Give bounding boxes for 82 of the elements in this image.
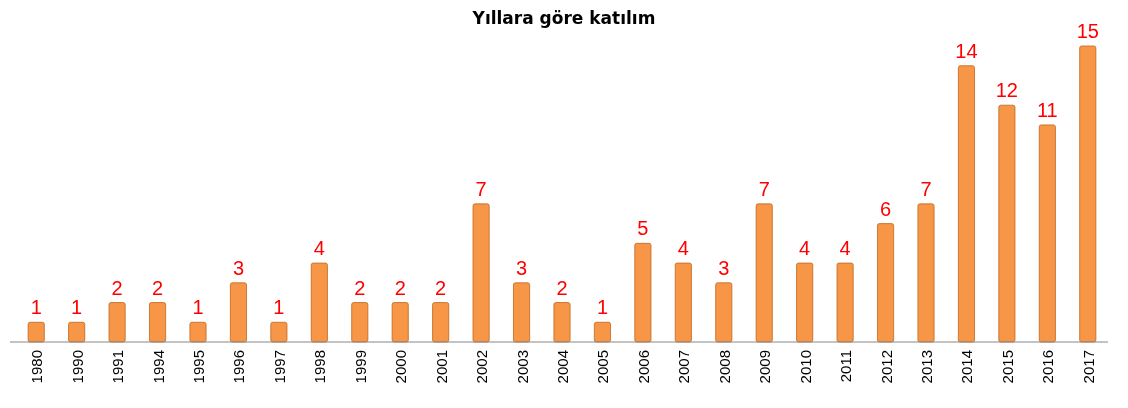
bar [432, 302, 450, 343]
bar [472, 203, 490, 343]
x-tick-label: 2006 [634, 350, 652, 384]
x-tick-label: 2002 [473, 350, 491, 384]
x-tick-label: 2007 [675, 350, 693, 384]
data-label: 7 [758, 177, 770, 200]
x-tick-label: 1994 [149, 350, 167, 384]
data-label: 3 [515, 256, 528, 279]
data-label: 2 [556, 276, 568, 299]
bar [796, 262, 814, 343]
data-label: 2 [111, 276, 123, 299]
bar [1038, 124, 1056, 343]
x-tick-label: 2010 [796, 350, 814, 384]
bar [715, 282, 733, 343]
bar [917, 203, 935, 343]
bar [998, 104, 1016, 343]
bar [108, 302, 126, 343]
bar [593, 321, 611, 343]
data-label: 6 [879, 197, 892, 220]
data-label: 12 [995, 79, 1019, 102]
x-tick-label: 1996 [230, 350, 248, 384]
bar [270, 321, 288, 343]
bar [351, 302, 369, 343]
x-tick-label: 1990 [68, 350, 86, 384]
bar [27, 321, 45, 343]
data-label: 1 [71, 296, 83, 319]
data-label: 1 [273, 296, 285, 319]
data-label: 15 [1076, 20, 1099, 42]
bar [229, 282, 247, 343]
x-tick-label: 1995 [190, 350, 207, 384]
x-tick-label: 2013 [918, 350, 935, 384]
x-tick-label: 1991 [109, 350, 127, 384]
data-label: 4 [839, 237, 851, 260]
chart-title: Yıllara göre katılım [471, 8, 656, 28]
data-label: 14 [955, 39, 978, 62]
data-label: 1 [192, 296, 204, 319]
data-label: 2 [435, 276, 447, 299]
x-tick-label: 2001 [432, 350, 450, 384]
bar [68, 321, 86, 343]
x-tick-label: 2015 [998, 350, 1016, 384]
bar [674, 262, 692, 343]
bar [877, 223, 895, 343]
bar [755, 203, 773, 343]
x-tick-label: 2016 [1039, 350, 1057, 384]
data-label: 1 [596, 296, 609, 319]
data-label: 7 [920, 177, 932, 200]
data-label: 2 [394, 276, 406, 299]
x-tick-label: 1998 [311, 350, 329, 384]
data-label: 11 [1036, 98, 1058, 121]
x-tick-label: 2008 [715, 350, 733, 384]
x-tick-label: 1980 [28, 350, 46, 384]
data-label: 4 [799, 237, 811, 260]
bar [957, 65, 975, 343]
data-label: 5 [637, 217, 649, 240]
x-tick-label: 2000 [392, 350, 410, 384]
data-label: 3 [718, 256, 730, 279]
bar [513, 282, 531, 343]
bar [634, 242, 652, 343]
data-label: 7 [475, 177, 487, 200]
x-tick-label: 2017 [1079, 350, 1097, 384]
bar [149, 302, 167, 343]
x-tick-label: 2003 [513, 350, 531, 384]
bar [553, 302, 571, 343]
x-tick-label: 2004 [554, 350, 571, 384]
data-label: 2 [151, 276, 164, 299]
bar [189, 321, 207, 343]
x-tick-label: 1999 [351, 350, 369, 384]
bar [836, 262, 854, 343]
x-tick-label: 2009 [756, 350, 774, 384]
data-label: 3 [232, 256, 245, 279]
x-tick-label: 2005 [594, 350, 612, 384]
x-tick-label: 2012 [877, 350, 895, 384]
x-tick-label: 1997 [270, 350, 288, 384]
x-tick-label: 2011 [837, 350, 855, 383]
data-label: 4 [313, 237, 325, 260]
data-label: 2 [354, 276, 366, 299]
x-tick-label: 2014 [958, 350, 976, 384]
data-label: 1 [30, 296, 42, 319]
data-label: 4 [677, 237, 689, 260]
bar [1079, 45, 1097, 343]
bar [391, 302, 409, 343]
bar [310, 262, 328, 343]
